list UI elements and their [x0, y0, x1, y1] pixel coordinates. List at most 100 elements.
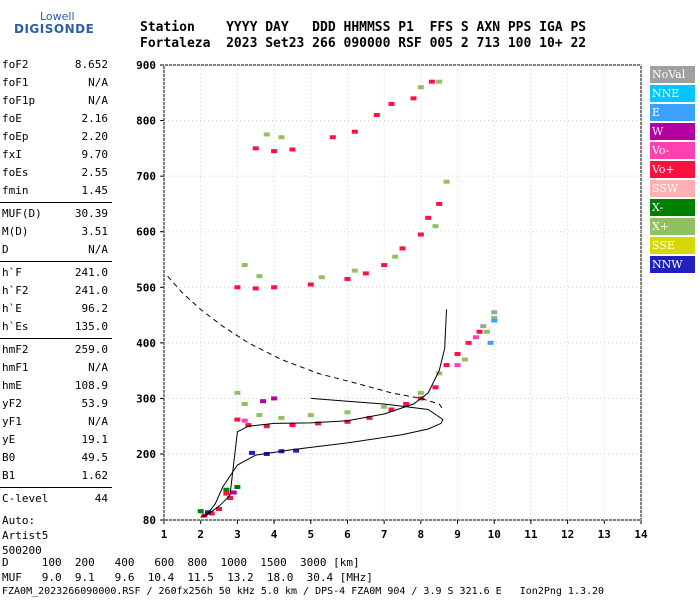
echo-point [216, 507, 223, 511]
param-name: yF2 [2, 397, 22, 410]
param-value: 2.55 [81, 166, 109, 179]
x-tick-label: 14 [634, 528, 648, 541]
x-tick-label: 5 [307, 528, 314, 541]
legend-item: NNE [650, 85, 695, 102]
param-row: MUF(D) 30.39 [0, 205, 112, 223]
x-tick-label: 8 [418, 528, 425, 541]
param-value: 3.51 [81, 225, 109, 238]
param-value: 30.39 [74, 207, 108, 220]
echo-point [351, 129, 358, 134]
echo-point [417, 232, 424, 237]
param-row: hmE 108.9 [0, 377, 112, 395]
param-value: 1.45 [81, 184, 109, 197]
bottom-info: D 100 200 400 600 800 1000 1500 3000 [km… [2, 556, 604, 608]
param-name: h`F [2, 266, 22, 279]
x-tick-label: 12 [561, 528, 574, 541]
echo-point [432, 385, 439, 390]
trace-line [204, 309, 447, 518]
param-separator [0, 202, 112, 203]
distance-row: D 100 200 400 600 800 1000 1500 3000 [km… [2, 556, 360, 569]
echo-point [436, 79, 443, 84]
echo-point [491, 315, 498, 320]
param-name: hmF1 [2, 361, 29, 374]
param-value: 241.0 [74, 266, 108, 279]
echo-point [465, 340, 472, 345]
x-tick-label: 3 [234, 528, 241, 541]
echo-point [260, 399, 267, 404]
echo-point [293, 448, 300, 453]
echo-point [366, 415, 373, 420]
param-row: M(D) 3.51 [0, 223, 112, 241]
echo-point [241, 263, 248, 268]
echo-point [271, 285, 278, 290]
param-name: foEs [2, 166, 29, 179]
param-name: foF1 [2, 76, 29, 89]
param-name: h`E [2, 302, 22, 315]
param-row: foF1p N/A [0, 92, 112, 110]
param-name: hmF2 [2, 343, 29, 356]
echo-point [476, 329, 483, 334]
x-tick-label: 4 [271, 528, 278, 541]
auto-line2: Artist5 [2, 529, 49, 542]
param-value: 44 [94, 492, 108, 505]
echo-point [491, 310, 498, 315]
param-row: B1 1.62 [0, 467, 112, 485]
param-name: yF1 [2, 415, 22, 428]
logo-digisonde-text: DIGISONDE [14, 22, 95, 36]
logo-lowell-text: Lowell [40, 10, 75, 23]
echo-point [436, 201, 443, 206]
param-value: N/A [88, 415, 108, 428]
echo-point [241, 401, 248, 406]
x-tick-label: 9 [454, 528, 461, 541]
legend-item: X- [650, 199, 695, 216]
echo-point [487, 340, 494, 345]
echo-point [443, 363, 450, 368]
y-tick-label: 400 [136, 337, 156, 350]
param-row: fxI 9.70 [0, 146, 112, 164]
param-separator [0, 261, 112, 262]
x-tick-label: 13 [598, 528, 611, 541]
echo-point [307, 282, 314, 287]
param-value: 9.70 [81, 148, 109, 161]
param-name: M(D) [2, 225, 29, 238]
echo-point [461, 357, 468, 362]
param-name: fxI [2, 148, 22, 161]
y-tick-label: 900 [136, 59, 156, 72]
param-name: D [2, 243, 9, 256]
param-row: foEp 2.20 [0, 128, 112, 146]
param-separator [0, 338, 112, 339]
echo-point [403, 401, 410, 406]
param-name: h`Es [2, 320, 29, 333]
param-value: N/A [88, 243, 108, 256]
echo-point [234, 485, 241, 489]
legend-item: W [650, 123, 695, 140]
param-row: foEs 2.55 [0, 164, 112, 182]
echo-point [381, 263, 388, 268]
x-tick-label: 7 [381, 528, 388, 541]
legend-item: SSW [650, 180, 695, 197]
y-tick-label: 600 [136, 226, 156, 239]
legend-item: SSE [650, 237, 695, 254]
echo-point [454, 351, 461, 356]
x-tick-label: 2 [197, 528, 204, 541]
echo-point [472, 335, 479, 340]
muf-row: MUF 9.0 9.1 9.6 10.4 11.5 13.2 18.0 30.4… [2, 571, 373, 584]
param-name: h`F2 [2, 284, 29, 297]
param-value: 2.16 [81, 112, 109, 125]
param-row: foF2 8.652 [0, 56, 112, 74]
echo-point [289, 423, 296, 428]
param-value: 96.2 [81, 302, 109, 315]
echo-point [491, 318, 498, 323]
legend-item: E [650, 104, 695, 121]
echo-point [388, 407, 395, 412]
echo-point [432, 224, 439, 229]
echo-point [230, 490, 237, 495]
param-name: B0 [2, 451, 16, 464]
legend-item: Vo+ [650, 161, 695, 178]
echo-point [329, 135, 336, 140]
echo-point [381, 404, 388, 409]
param-name: C-level [2, 492, 49, 505]
echo-point [388, 101, 395, 106]
param-row: h`E 96.2 [0, 300, 112, 318]
echo-point [307, 413, 314, 418]
